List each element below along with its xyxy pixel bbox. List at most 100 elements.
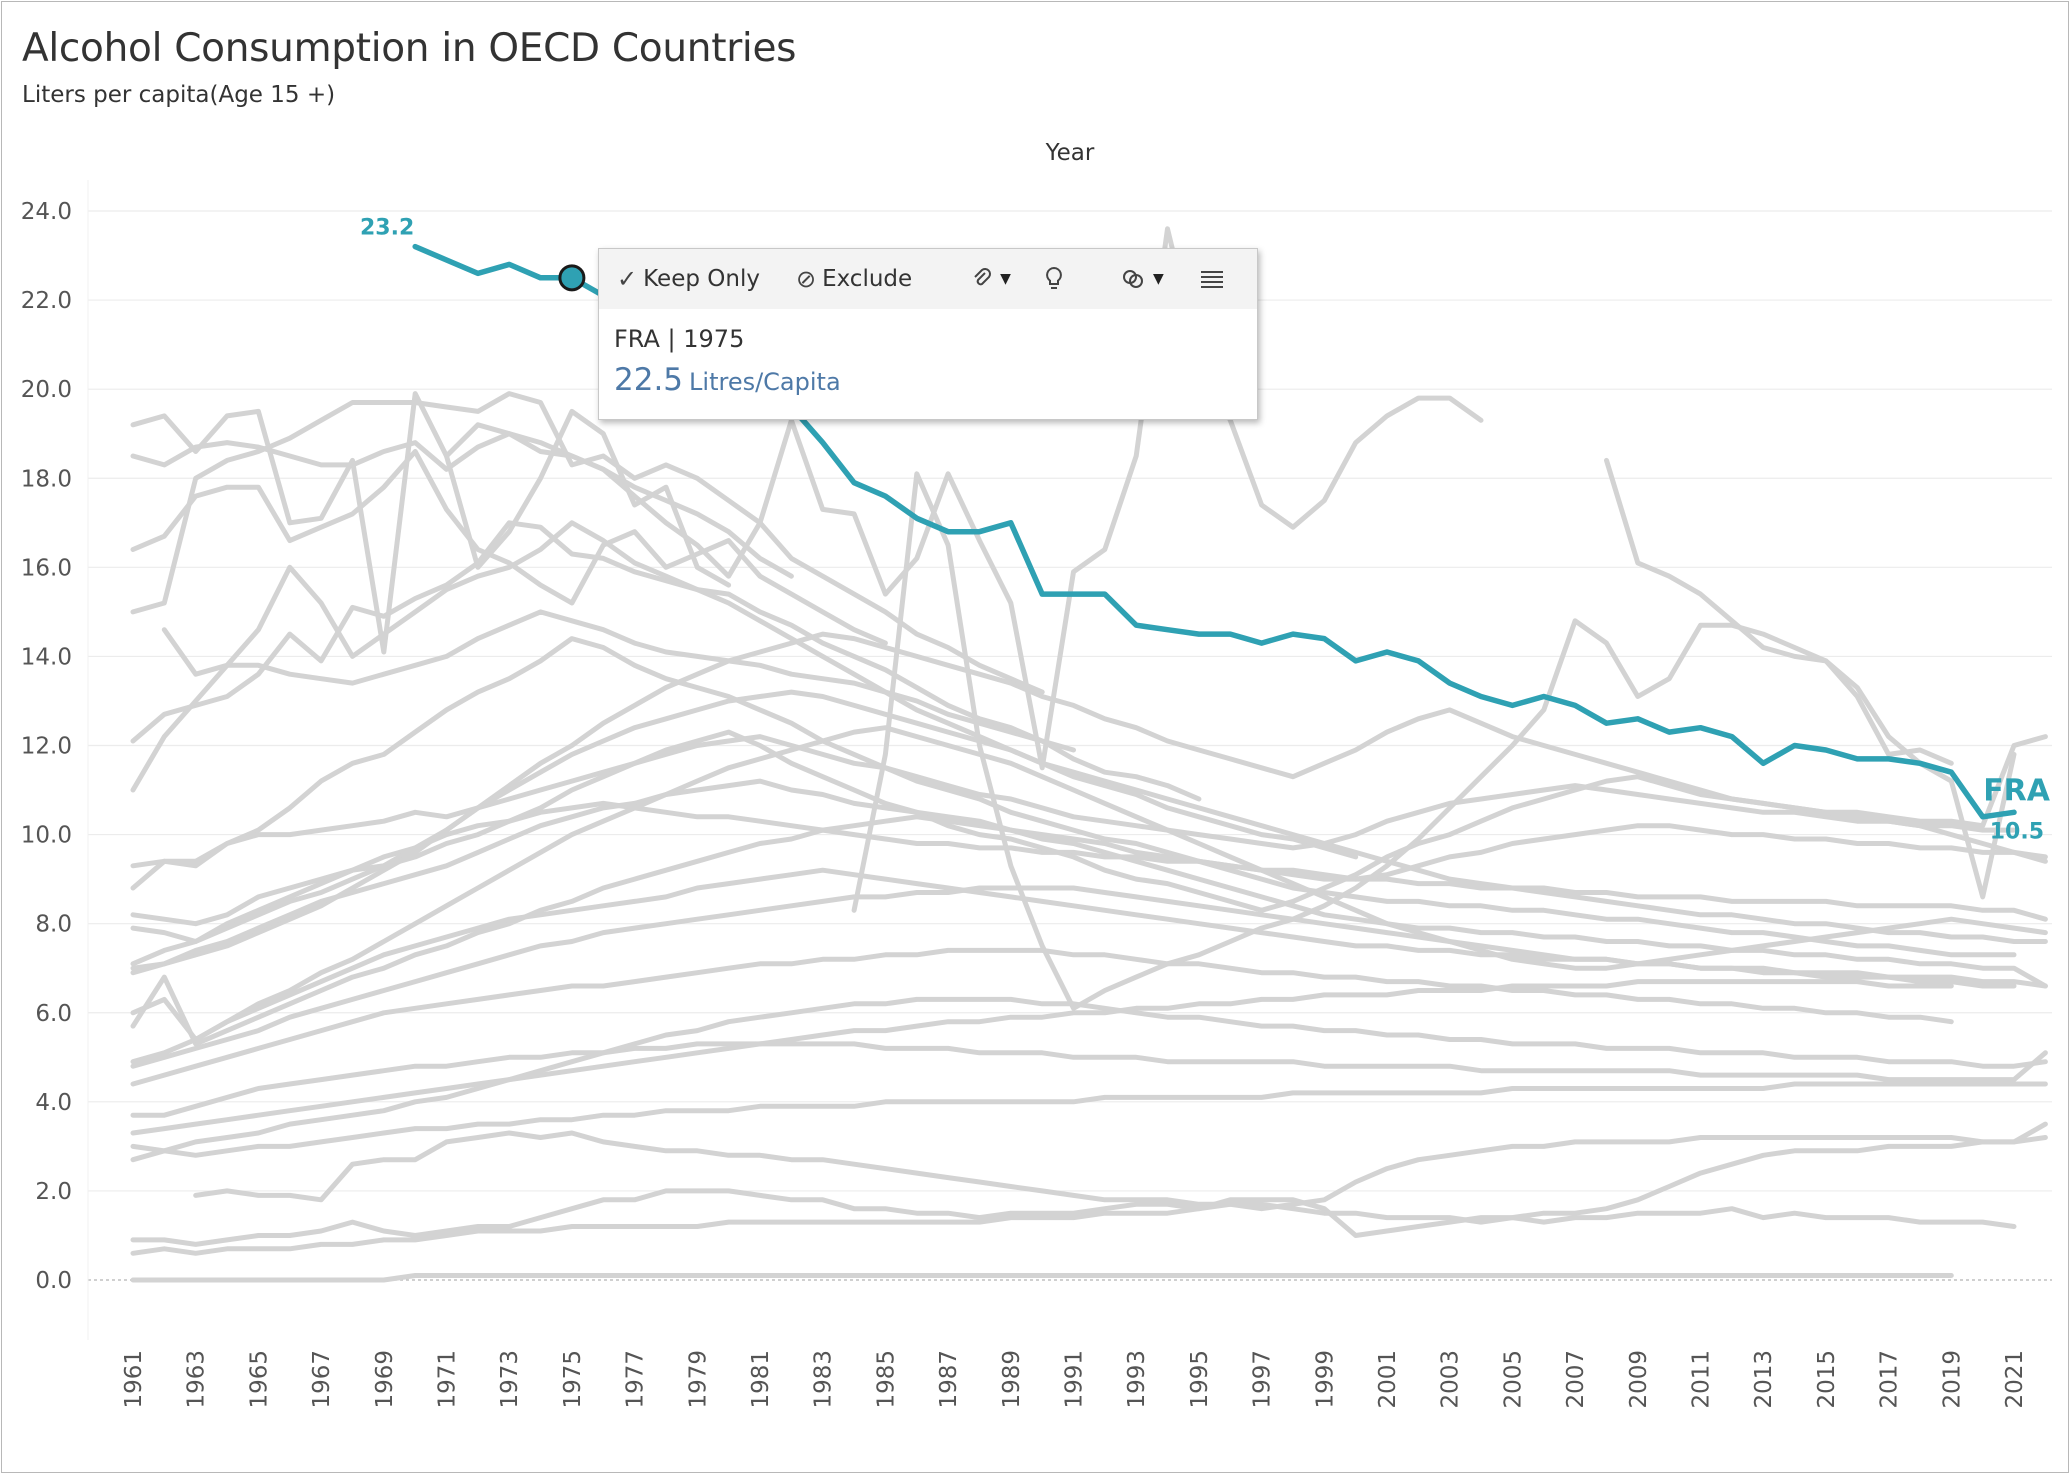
series-line[interactable]	[130, 1081, 2048, 1158]
series-line[interactable]	[193, 1121, 2048, 1212]
series-line[interactable]	[130, 1188, 2017, 1247]
x-tick-label: 1969	[372, 1350, 398, 1409]
series-line[interactable]	[444, 226, 1484, 771]
end-value-label: 10.5	[1990, 819, 2044, 844]
checkmark-icon: ✓	[617, 265, 638, 293]
x-tick-label: 1981	[748, 1350, 774, 1409]
chart-title: Alcohol Consumption in OECD Countries	[22, 26, 797, 71]
series-line[interactable]	[130, 996, 2048, 1163]
y-tick-label: 2.0	[35, 1179, 72, 1205]
x-tick-label: 2001	[1375, 1350, 1401, 1409]
y-tick-label: 18.0	[21, 466, 72, 492]
x-tick-label: 1961	[121, 1350, 147, 1409]
series-line[interactable]	[130, 778, 2048, 976]
group-members-button[interactable]: ▼	[1121, 267, 1164, 291]
x-tick-label: 2003	[1438, 1350, 1464, 1409]
series-line[interactable]	[130, 391, 732, 655]
y-tick-label: 8.0	[35, 912, 72, 938]
x-tick-label: 1967	[309, 1350, 335, 1409]
series-line[interactable]	[130, 636, 2017, 958]
keep-only-label: Keep Only	[643, 266, 760, 292]
x-tick-label: 1987	[936, 1350, 962, 1409]
y-tick-label: 16.0	[21, 555, 72, 581]
series-line[interactable]	[130, 734, 2017, 891]
group-members-icon	[1122, 270, 1143, 288]
series-line[interactable]	[130, 520, 1359, 860]
tooltip-title: FRA | 1975	[614, 325, 745, 353]
series-line[interactable]	[130, 814, 2048, 1047]
x-tick-label: 2021	[2002, 1350, 2028, 1409]
exclude-label: Exclude	[822, 266, 913, 292]
x-tick-label: 2013	[1751, 1350, 1777, 1409]
x-tick-label: 1979	[685, 1350, 711, 1409]
x-tick-label: 2011	[1689, 1350, 1715, 1409]
y-tick-label: 4.0	[35, 1090, 72, 1116]
series-line[interactable]	[130, 1135, 2048, 1256]
paperclip-menu-button[interactable]: ▼	[972, 267, 1011, 291]
x-tick-label: 2005	[1500, 1350, 1526, 1409]
chevron-down-icon: ▼	[1000, 271, 1011, 287]
x-tick-label: 1989	[999, 1350, 1025, 1409]
exclude-button[interactable]: ⊘ Exclude	[796, 265, 912, 293]
y-tick-label: 24.0	[21, 199, 72, 225]
chart-subtitle: Liters per capita(Age 15 +)	[22, 82, 336, 108]
tooltip-toolbar: ✓ Keep Only ⊘ Exclude ▼ ▼	[599, 249, 1257, 309]
series-line[interactable]	[130, 449, 888, 646]
series-line[interactable]	[130, 885, 2017, 1069]
series-line[interactable]	[130, 391, 1045, 695]
x-tick-label: 2015	[1814, 1350, 1840, 1409]
x-tick-label: 2019	[1939, 1350, 1965, 1409]
y-tick-label: 14.0	[21, 644, 72, 670]
series-line[interactable]	[161, 609, 1076, 753]
tooltip-value-line: 22.5 Litres/Capita	[614, 362, 841, 398]
year-column-header: Year	[1045, 140, 1095, 166]
x-tick-label: 1993	[1124, 1350, 1150, 1409]
x-tick-label: 1977	[623, 1350, 649, 1409]
y-tick-label: 10.0	[21, 823, 72, 849]
y-tick-label: 6.0	[35, 1001, 72, 1027]
x-tick-label: 1983	[811, 1350, 837, 1409]
background-series	[130, 226, 2048, 1283]
series-line[interactable]	[130, 520, 1202, 802]
y-tick-label: 0.0	[35, 1268, 72, 1294]
x-tick-label: 2017	[1877, 1350, 1903, 1409]
x-tick-label: 1971	[435, 1350, 461, 1409]
chevron-down-icon: ▼	[1152, 271, 1164, 287]
y-tick-label: 20.0	[21, 377, 72, 403]
x-tick-label: 2009	[1626, 1350, 1652, 1409]
paperclip-icon	[974, 268, 992, 286]
explain-data-button[interactable]	[1045, 266, 1063, 292]
x-tick-label: 1997	[1250, 1350, 1276, 1409]
y-tick-label: 22.0	[21, 288, 72, 314]
x-axis-ticks: 1961 1963 1965 1967 1969 1971 1973 1975 1977 1979…	[121, 1350, 2028, 1409]
series-name-label: FRA	[1983, 773, 2051, 808]
x-tick-label: 2007	[1563, 1350, 1589, 1409]
x-tick-label: 1975	[560, 1350, 586, 1409]
keep-only-button[interactable]: ✓ Keep Only	[617, 265, 760, 293]
tooltip-unit: Litres/Capita	[689, 368, 841, 396]
x-tick-label: 1965	[246, 1350, 272, 1409]
tooltip-value: 22.5	[614, 362, 684, 398]
x-tick-label: 1973	[497, 1350, 523, 1409]
lightbulb-icon	[1046, 266, 1062, 289]
x-tick-label: 1991	[1062, 1350, 1088, 1409]
series-line[interactable]	[130, 979, 1954, 1136]
x-tick-label: 1985	[873, 1350, 899, 1409]
series-line[interactable]	[130, 431, 794, 579]
series-line[interactable]	[130, 1041, 2048, 1118]
series-line[interactable]	[130, 1273, 1954, 1283]
x-tick-label: 1999	[1312, 1350, 1338, 1409]
y-tick-label: 12.0	[21, 734, 72, 760]
y-axis-ticks: 0.0 2.0 4.0 6.0 8.0 10.0 12.0 14.0 16.0 18.0 20.0 2…	[21, 199, 72, 1294]
selected-point-marker[interactable]	[558, 264, 586, 292]
series-line[interactable]	[851, 471, 2017, 1011]
x-tick-label: 1963	[184, 1350, 210, 1409]
series-line[interactable]	[130, 800, 2048, 927]
series-line[interactable]	[1604, 457, 1954, 766]
view-data-button[interactable]	[1200, 269, 1224, 289]
start-value-label: 23.2	[360, 216, 414, 241]
series-line[interactable]	[130, 689, 2048, 971]
exclude-icon: ⊘	[795, 265, 817, 293]
